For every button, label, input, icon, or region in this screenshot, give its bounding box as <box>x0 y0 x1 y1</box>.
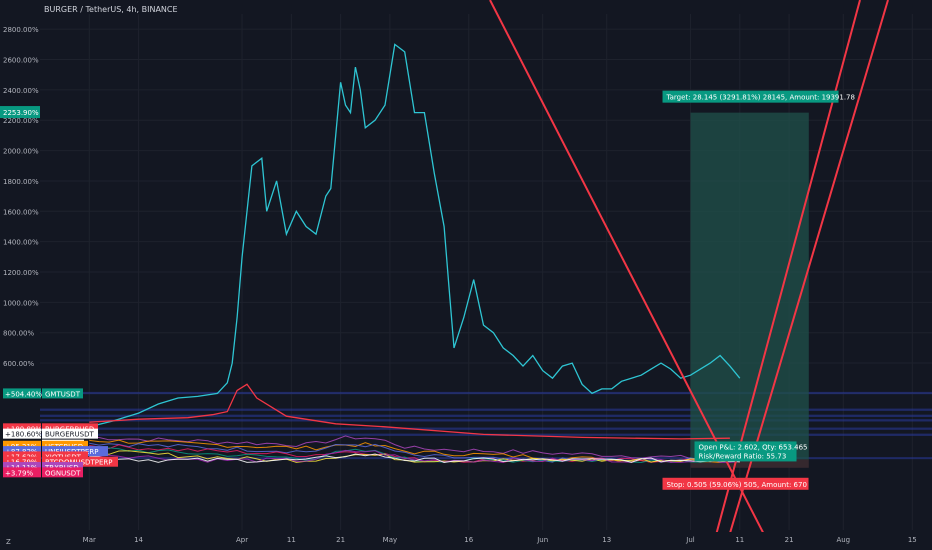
marker-pct-badge <box>3 428 41 439</box>
marker-name-badge <box>42 440 88 451</box>
y-tick-label: 600.00% <box>3 360 34 368</box>
y-tick-label: 2800.00% <box>3 26 39 34</box>
stop-label: Stop: 0.505 (59.06%) 505, Amount: 670 <box>667 481 807 489</box>
marker-pct-badge <box>3 451 41 462</box>
target-zone <box>690 112 809 460</box>
x-tick-label: May <box>383 536 397 544</box>
marker-pct-label: +3.79% <box>5 469 33 477</box>
x-tick-label: Jul <box>685 536 695 544</box>
marker-pct-badge <box>3 456 41 467</box>
support-zone-band <box>40 419 932 422</box>
x-tick-label: 16 <box>464 536 473 544</box>
x-tick-label: Aug <box>836 536 850 544</box>
y-tick-label: 1400.00% <box>3 239 39 247</box>
y-tick-label: 1600.00% <box>3 208 39 216</box>
y-tick-label: 1200.00% <box>3 269 39 277</box>
marker-pct-badge <box>3 440 41 451</box>
marker-name-badge <box>42 456 118 467</box>
marker-pct-badge <box>3 446 41 457</box>
trade-labels: Target: 28.145 (3291.81%) 28145, Amount:… <box>662 90 855 490</box>
series-lines <box>89 43 741 440</box>
price-tag <box>0 106 40 119</box>
open-label-box <box>694 441 797 462</box>
x-tick-label: 15 <box>908 536 917 544</box>
marker-name-badge <box>42 446 108 457</box>
marker-name-badge <box>42 467 83 478</box>
risk-reward-label: Risk/Reward Ratio: 55.73 <box>699 452 787 460</box>
marker-pct-badge <box>3 467 41 478</box>
marker-pct-label: +504.40% <box>5 390 42 398</box>
other-symbol-line <box>89 439 740 464</box>
marker-name-badge <box>42 428 98 439</box>
other-symbol-line <box>89 435 740 461</box>
x-tick-label: 13 <box>602 536 611 544</box>
x-tick-label: Jun <box>536 536 548 544</box>
long-position-tool[interactable] <box>690 112 809 468</box>
target-label: Target: 28.145 (3291.81%) 28145, Amount:… <box>666 94 855 102</box>
x-tick-label: 11 <box>735 536 744 544</box>
chart-title: BURGER / TetherUS, 4h, BINANCE <box>44 5 178 14</box>
support-zone-band <box>40 408 932 411</box>
marker-name-badge <box>42 462 83 473</box>
marker-pct-badge <box>3 388 41 399</box>
other-symbol-lines <box>89 435 740 464</box>
axis-corner-label: Z <box>6 538 11 546</box>
marker-name-badge <box>42 423 98 434</box>
y-tick-label: 800.00% <box>3 330 34 338</box>
marker-pct-badge <box>3 462 41 473</box>
y-tick-label: 1000.00% <box>3 299 39 307</box>
price-tag-label: 2253.90% <box>3 109 39 117</box>
x-tick-label: 21 <box>785 536 794 544</box>
y-tick-label: 2600.00% <box>3 57 39 65</box>
y-tick-label: 1800.00% <box>3 178 39 186</box>
x-tick-label: Mar <box>83 536 96 544</box>
x-tick-label: 21 <box>336 536 345 544</box>
trend-lines[interactable] <box>489 0 889 550</box>
other-symbol-line <box>89 453 740 464</box>
marker-pct-label: +180.60% <box>5 431 42 439</box>
x-tick-label: 11 <box>287 536 296 544</box>
x-tick-label: Apr <box>236 536 248 544</box>
other-symbol-line <box>89 444 740 463</box>
support-zone-band <box>40 391 932 395</box>
support-zone-band <box>40 427 932 430</box>
x-axis-panel <box>0 532 932 550</box>
marker-name-label: GMTUSDT <box>45 390 81 398</box>
y-tick-label: 2400.00% <box>3 87 39 95</box>
series-line-burgerbusd <box>89 383 730 440</box>
support-zone-band <box>40 414 932 417</box>
x-tick-label: 14 <box>134 536 143 544</box>
other-symbol-line <box>89 448 740 463</box>
open-pnl-label: Open P&L: 2.602, Qty: 653.465 <box>699 443 808 451</box>
marker-name-badge <box>42 388 83 399</box>
marker-name-label: OGNUSDT <box>45 469 81 477</box>
marker-pct-badge <box>3 423 41 434</box>
stop-label-box <box>662 477 809 490</box>
y-tick-label: 2000.00% <box>3 148 39 156</box>
marker-name-label: BURGERUSDT <box>45 431 94 439</box>
marker-name-badge <box>42 451 88 462</box>
target-label-box <box>662 90 839 103</box>
symbol-markers[interactable]: 2253.90%+504.40%GMTUSDT+180.89%BURGERBUS… <box>0 106 118 478</box>
series-line-burgerusdt <box>89 43 741 428</box>
y-tick-label: 2200.00% <box>3 117 39 125</box>
